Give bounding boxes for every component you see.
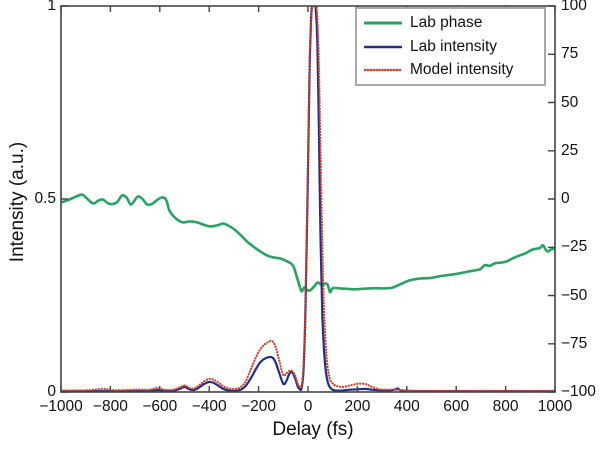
legend-label-lab-intensity: Lab intensity [410,37,498,55]
x-tick-label: 800 [492,398,519,415]
legend-label-model-intensity: Model intensity [410,61,514,79]
y-left-tick-label: 0 [47,383,56,400]
y-right-tick-label: 50 [561,93,579,111]
y-right-tick-label: 0 [561,190,570,207]
legend-line-sample-lab-intensity [364,45,402,48]
x-tick-label: 600 [443,398,470,415]
legend-line-sample-model-intensity [364,68,402,72]
y-right-tick-label: −75 [561,334,588,352]
x-tick-label: 0 [303,398,313,415]
x-tick-label: 400 [393,398,420,415]
x-tick-label: 200 [344,398,371,415]
legend-item-model-intensity: Model intensity [364,58,544,82]
legend: Lab phase Lab intensity Model intensity [355,7,546,86]
y-right-tick-label: 25 [561,141,579,159]
legend-item-lab-phase: Lab phase [364,11,544,35]
y-right-tick-label: −100 [561,383,596,400]
legend-item-lab-intensity: Lab intensity [364,35,544,59]
y-right-tick-label: 100 [561,0,587,14]
curve-lab-phase [61,193,555,294]
y-right-tick-label: −50 [561,286,588,304]
curve-model-intensity [61,6,555,392]
axes-box [60,5,556,393]
x-tick-label: 1000 [537,398,573,415]
x-tick-label: −200 [241,398,277,415]
legend-line-sample-lab-phase [364,21,402,25]
y-right-tick-label: 75 [561,45,579,63]
legend-label-lab-phase: Lab phase [410,14,483,32]
y-left-tick-label: 0.5 [34,190,56,207]
y-right-tick-label: −25 [561,238,588,256]
x-axis-label: Delay (fs) [272,419,354,440]
x-tick-label: −800 [92,398,128,415]
x-tick-label: −400 [191,398,227,415]
y-left-tick-label: 1 [47,0,56,14]
x-tick-label: −600 [142,398,178,415]
x-tick-label: −1000 [39,398,83,415]
